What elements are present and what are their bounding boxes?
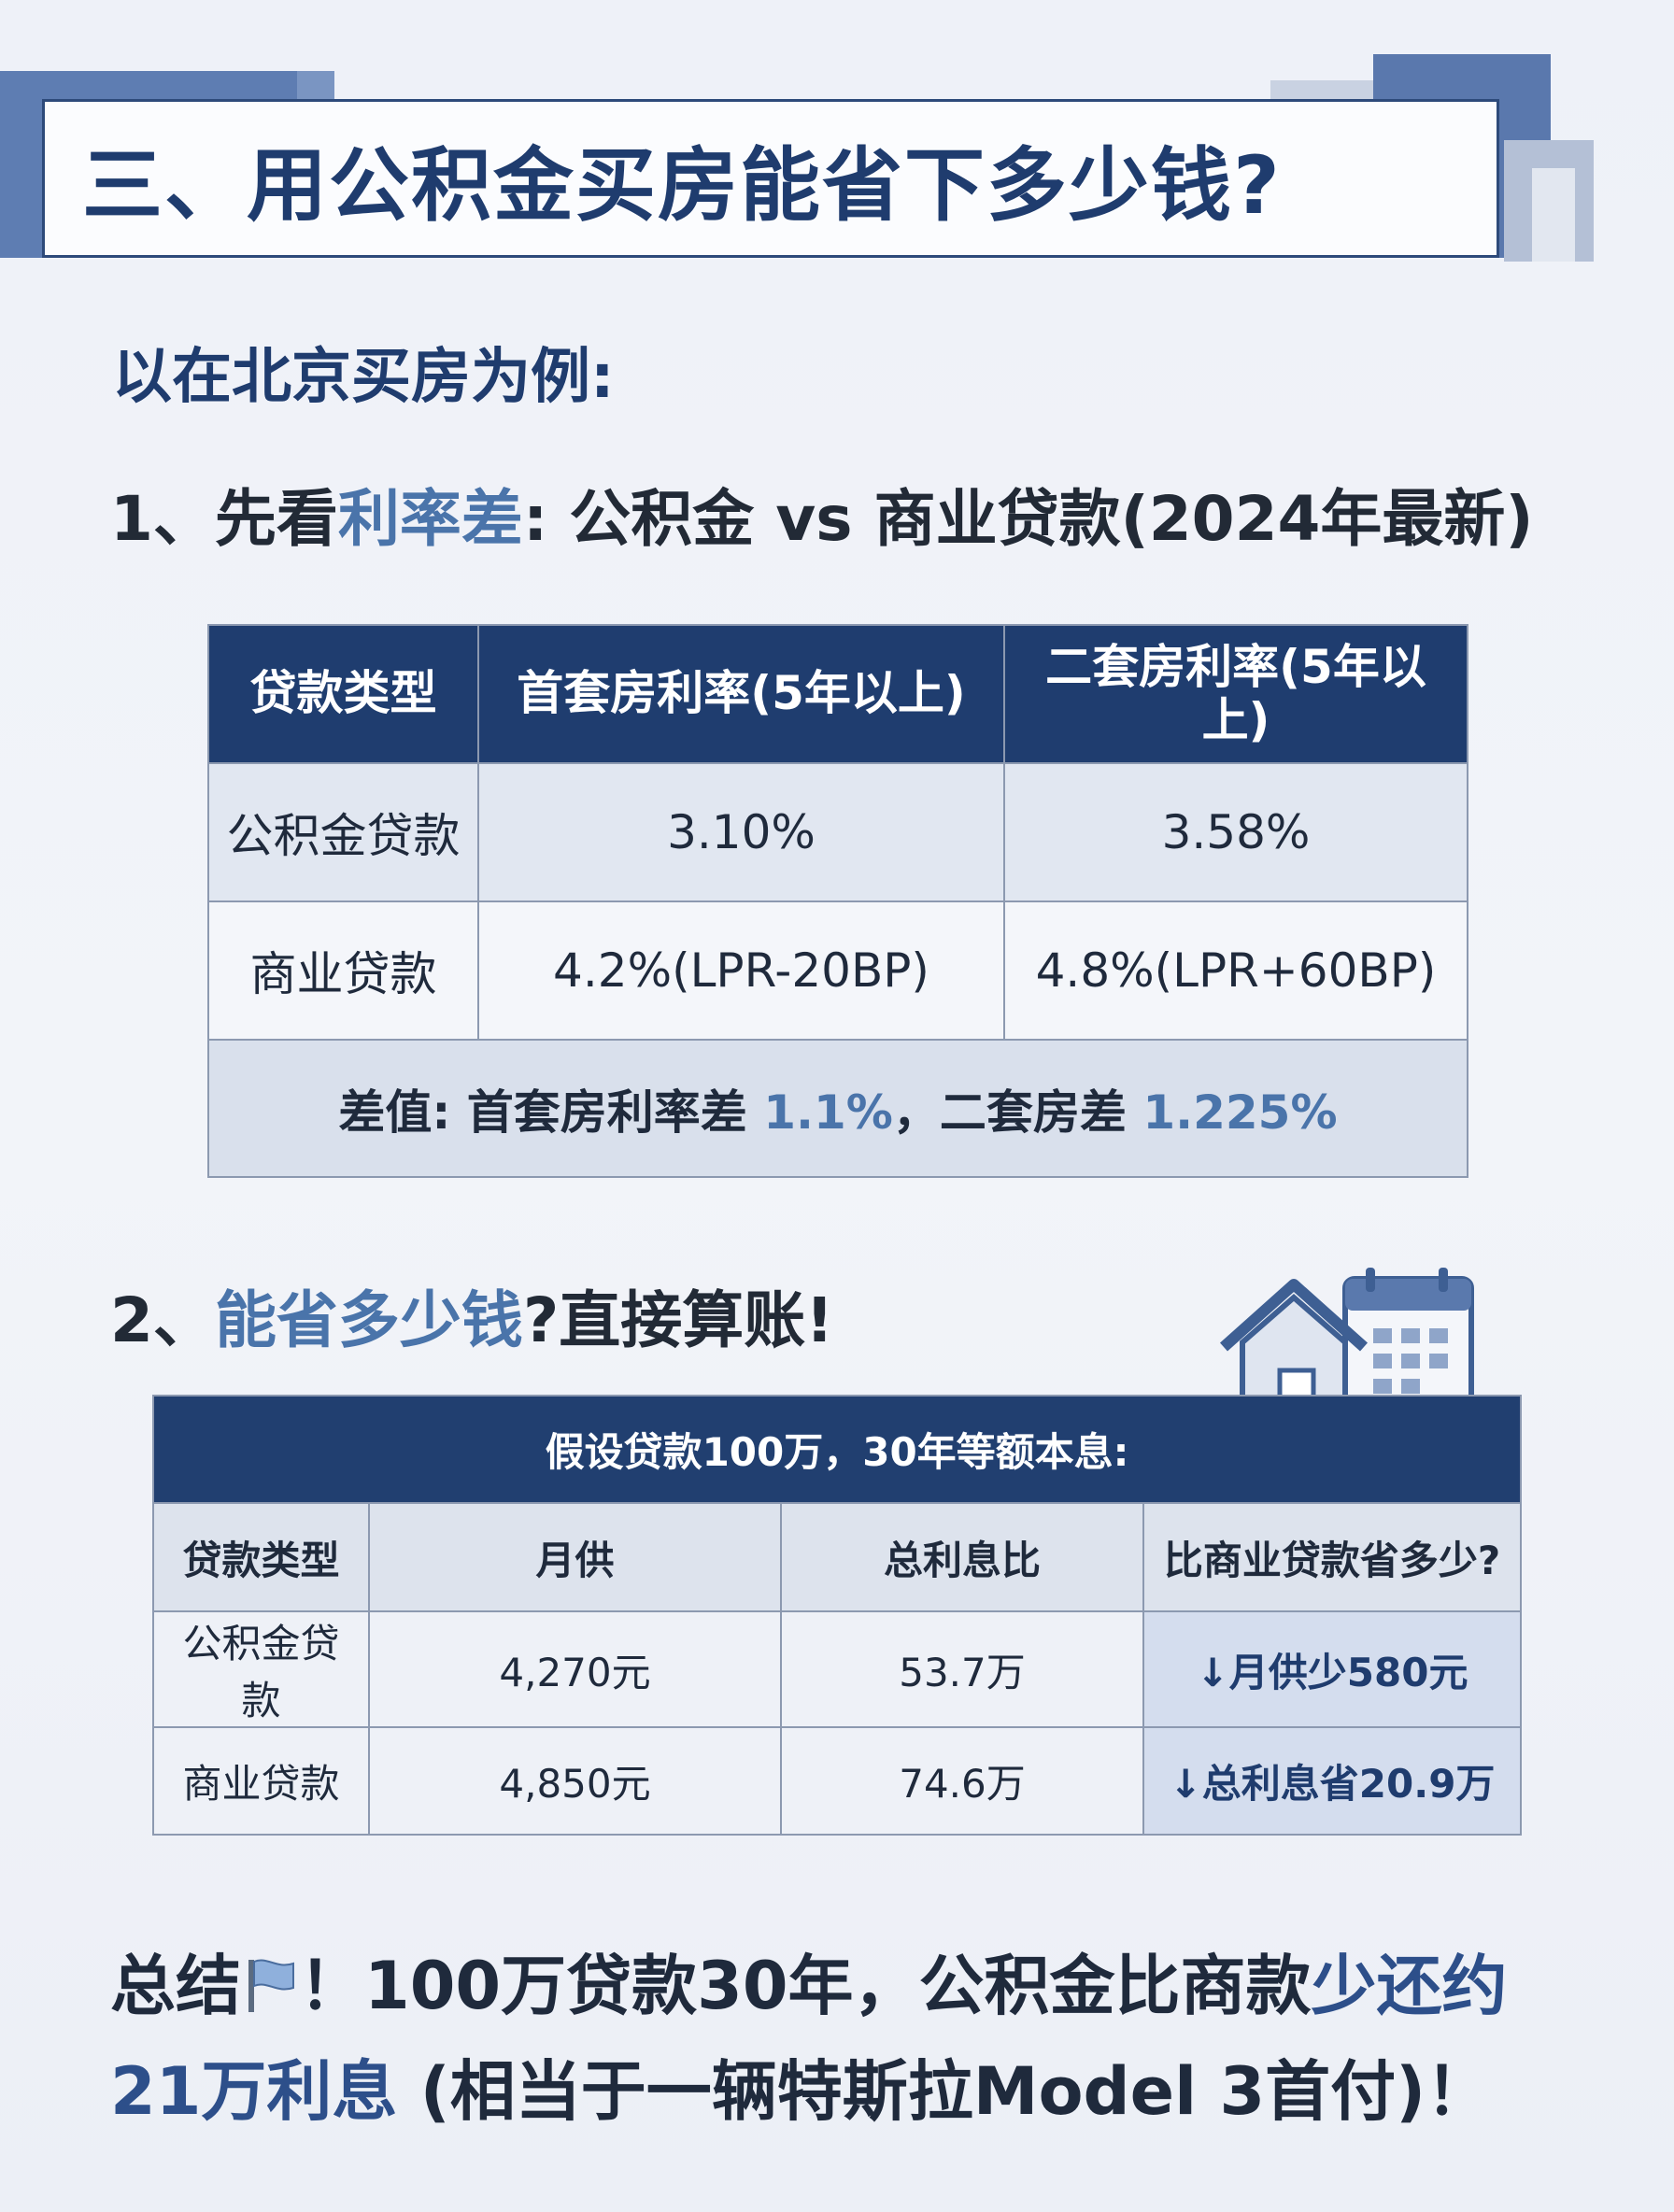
title: 三、用公积金买房能省下多少钱? — [82, 139, 1282, 233]
cell: 4,270元 — [368, 1610, 782, 1728]
summary-highlight: 21万利息 — [110, 2053, 398, 2130]
cell: 4.8%(LPR+60BP) — [1003, 900, 1468, 1041]
cell: 商业贷款 — [152, 1726, 370, 1836]
heading-highlight: 利率差 — [337, 483, 523, 555]
cell: ↓总利息省20.9万 — [1142, 1726, 1523, 1836]
header-cell: 总利息比 — [780, 1502, 1144, 1612]
header-cell: 贷款类型 — [152, 1502, 370, 1612]
footer-text: ，二套房差 — [892, 1085, 1143, 1140]
title-box — [42, 99, 1499, 258]
summary-text: 总结 — [110, 1948, 241, 2024]
heading-text: : 公积金 vs 商业贷款(2024年最新) — [522, 483, 1534, 555]
summary-line: 总结 ！100万贷款30年，公积金比商款少还约 — [110, 1934, 1508, 2028]
cell: 53.7万 — [780, 1610, 1144, 1728]
cell: ↓月供少580元 — [1142, 1610, 1523, 1728]
cell: 3.10% — [477, 762, 1005, 902]
header-cell: 贷款类型 — [207, 624, 479, 764]
cell: 商业贷款 — [207, 900, 479, 1041]
footer-cell: 差值: 首套房利率差 1.1%，二套房差 1.225% — [207, 1039, 1468, 1178]
header-cell: 比商业贷款省多少? — [1142, 1502, 1523, 1612]
flag-icon — [248, 1959, 294, 2012]
intro: 以在北京买房为例: — [112, 343, 615, 412]
cell: 3.58% — [1003, 762, 1468, 902]
summary-text: (相当于一辆特斯拉Model 3首付)！ — [397, 2053, 1492, 2130]
caption-cell: 假设贷款100万，30年等额本息: — [151, 1395, 1523, 1504]
heading-text: 1、先看 — [110, 483, 338, 555]
building — [1532, 168, 1575, 262]
rate-table: 贷款类型 首套房利率(5年以上) 二套房利率(5年以上) 公积金贷款 3.10% 3.5… — [207, 624, 1468, 1178]
header-cell: 首套房利率(5年以上) — [477, 624, 1005, 764]
footer-value: 1.1% — [763, 1085, 893, 1140]
footer-value: 1.225% — [1142, 1085, 1338, 1140]
heading-highlight: 能省多少钱 — [214, 1284, 523, 1356]
header-cell: 月供 — [368, 1502, 782, 1612]
cell: 公积金贷款 — [207, 762, 479, 902]
summary-highlight: 少还约 — [1311, 1948, 1508, 2024]
cell: 4,850元 — [368, 1726, 782, 1836]
cell: 4.2%(LPR-20BP) — [477, 900, 1005, 1041]
section-heading: 1、先看利率差: 公积金 vs 商业贷款(2024年最新) — [110, 469, 1534, 559]
savings-table: 假设贷款100万，30年等额本息: 贷款类型 月供 总利息比 比商业贷款省多少? 公积… — [151, 1395, 1523, 1836]
header-cell: 二套房利率(5年以上) — [1003, 624, 1468, 764]
heading-text: ?直接算账! — [522, 1284, 834, 1356]
heading-text: 2、 — [110, 1284, 215, 1356]
summary-line: 21万利息 (相当于一辆特斯拉Model 3首付)！ — [110, 2039, 1491, 2134]
footer-text: 差值: 首套房利率差 — [338, 1085, 764, 1140]
cell: 74.6万 — [780, 1726, 1144, 1836]
summary-text: ！100万贷款30年，公积金比商款 — [299, 1948, 1312, 2024]
cell: 公积金贷款 — [152, 1610, 370, 1728]
section-heading: 2、能省多少钱?直接算账! — [110, 1270, 833, 1360]
